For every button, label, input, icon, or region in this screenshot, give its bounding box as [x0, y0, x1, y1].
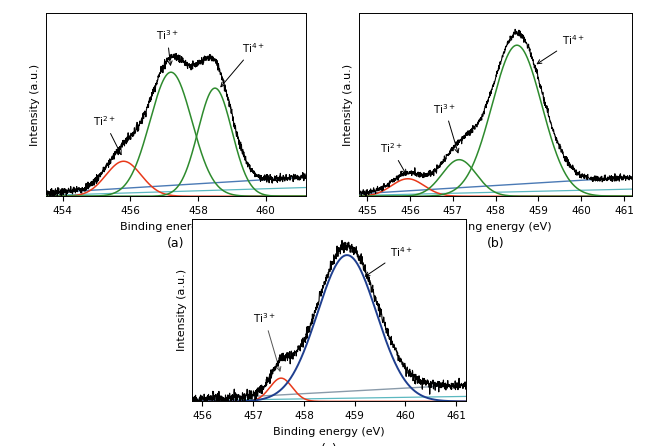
X-axis label: Binding energy (eV): Binding energy (eV) [273, 427, 385, 437]
Y-axis label: Intensity (a.u.): Intensity (a.u.) [343, 64, 353, 146]
Text: Ti$^{2+}$: Ti$^{2+}$ [380, 141, 406, 174]
Text: Ti$^{3+}$: Ti$^{3+}$ [434, 102, 459, 153]
Text: (b): (b) [486, 237, 505, 251]
Text: (c): (c) [321, 442, 338, 446]
Text: Ti$^{4+}$: Ti$^{4+}$ [221, 41, 265, 87]
Y-axis label: Intensity (a.u.): Intensity (a.u.) [30, 64, 40, 146]
Text: Ti$^{3+}$: Ti$^{3+}$ [156, 29, 179, 65]
Text: Ti$^{4+}$: Ti$^{4+}$ [537, 33, 585, 64]
X-axis label: Binding energy (eV): Binding energy (eV) [120, 222, 232, 231]
Text: Ti$^{4+}$: Ti$^{4+}$ [365, 245, 413, 276]
Text: Ti$^{3+}$: Ti$^{3+}$ [253, 311, 281, 371]
Y-axis label: Intensity (a.u.): Intensity (a.u.) [177, 269, 186, 351]
Text: Ti$^{2+}$: Ti$^{2+}$ [93, 115, 121, 155]
X-axis label: Binding energy (eV): Binding energy (eV) [439, 222, 552, 231]
Text: (a): (a) [168, 237, 185, 251]
